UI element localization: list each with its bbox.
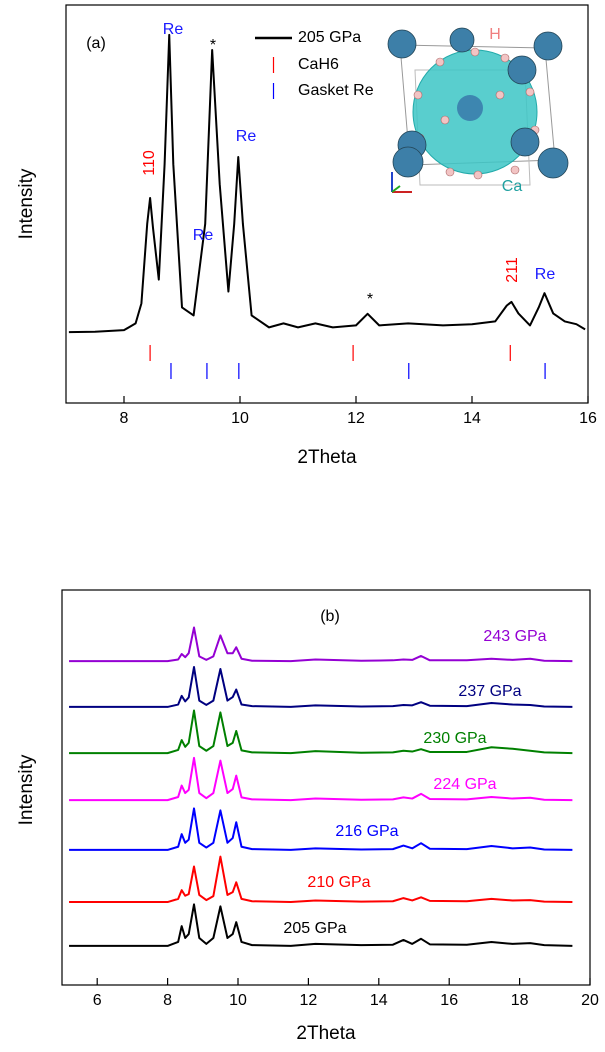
x-tick-label: 16 xyxy=(440,992,458,1009)
plot-frame xyxy=(65,4,589,404)
series-label: 237 GPa xyxy=(458,683,521,700)
annotation: * xyxy=(367,291,373,308)
annotation: Re xyxy=(193,227,214,244)
data-line xyxy=(69,666,573,708)
annotation: (b) xyxy=(320,608,340,625)
x-tick-label: 14 xyxy=(370,992,388,1009)
series-label: 224 GPa xyxy=(433,776,496,793)
legend-label: Gasket Re xyxy=(298,82,374,99)
y-axis-label: Intensity xyxy=(16,168,37,239)
data-line xyxy=(69,709,573,755)
data-line xyxy=(69,626,573,663)
crystal-inset xyxy=(387,27,569,193)
y-axis-label: Intensity xyxy=(16,754,37,825)
data-line xyxy=(69,855,573,904)
x-tick-label: 10 xyxy=(229,992,247,1009)
data-line xyxy=(69,903,573,947)
inset-label: H xyxy=(489,26,501,43)
x-tick-label: 16 xyxy=(579,410,597,427)
x-tick-label: 14 xyxy=(463,410,481,427)
series-label: 210 GPa xyxy=(307,874,370,891)
data-line xyxy=(68,33,586,334)
annotation: 110 xyxy=(141,150,158,176)
x-axis-label: 2Theta xyxy=(296,1023,356,1044)
x-tick-label: 6 xyxy=(93,992,102,1009)
series-label: 230 GPa xyxy=(423,730,486,747)
annotation: Re xyxy=(535,266,556,283)
series-label: 205 GPa xyxy=(283,920,346,937)
plot-frame xyxy=(61,589,591,986)
x-tick-label: 12 xyxy=(347,410,365,427)
x-tick-label: 12 xyxy=(300,992,318,1009)
inset-label: Ca xyxy=(502,178,523,195)
data-line xyxy=(69,756,573,802)
x-tick-label: 18 xyxy=(511,992,529,1009)
x-tick-label: 8 xyxy=(120,410,129,427)
x-tick-label: 8 xyxy=(163,992,172,1009)
series-label: 243 GPa xyxy=(483,628,546,645)
annotation: Re xyxy=(236,128,257,145)
x-tick-label: 20 xyxy=(581,992,599,1009)
data-line xyxy=(69,807,573,851)
legend-label: CaH6 xyxy=(298,56,339,73)
x-tick-label: 10 xyxy=(231,410,249,427)
annotation: 211 xyxy=(504,257,521,283)
legend-label: 205 GPa xyxy=(298,29,361,46)
annotation: Re xyxy=(163,21,184,38)
series-label: 216 GPa xyxy=(335,823,398,840)
annotation: * xyxy=(210,37,216,54)
x-axis-label: 2Theta xyxy=(297,447,357,468)
annotation: (a) xyxy=(86,35,106,52)
